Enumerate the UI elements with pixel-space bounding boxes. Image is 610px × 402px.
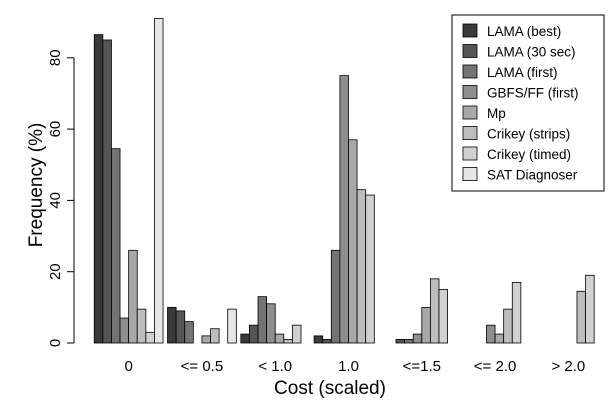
bar	[154, 18, 164, 344]
bar	[404, 339, 414, 344]
x-tick-label: > 2.0	[551, 358, 585, 375]
x-tick-label: <= 2.0	[474, 358, 517, 375]
bar	[283, 339, 293, 344]
bar	[184, 321, 194, 344]
y-tick-label: 80	[47, 49, 64, 66]
bars	[93, 18, 595, 344]
x-tick-label: < 1.0	[258, 358, 292, 375]
bar	[313, 335, 324, 344]
bar	[511, 281, 522, 344]
bar	[274, 333, 285, 344]
legend-label: LAMA (30 sec)	[487, 45, 576, 60]
legend-label: Mp	[487, 106, 506, 121]
bar	[412, 333, 423, 344]
legend-label: Crikey (timed)	[487, 147, 571, 162]
x-tick-label: 1.0	[338, 358, 359, 375]
y-tick-label: 60	[47, 121, 64, 138]
bar	[210, 328, 220, 344]
legend-swatch	[462, 23, 478, 38]
bar	[322, 339, 332, 344]
bar	[128, 249, 138, 344]
bar	[227, 308, 237, 344]
bar	[240, 333, 250, 344]
bar	[102, 39, 112, 344]
legend-swatch	[462, 85, 478, 99]
legend-label: Crikey (strips)	[487, 127, 570, 142]
bar	[486, 324, 496, 344]
legend-box	[451, 14, 605, 192]
bar	[421, 306, 431, 344]
bar	[438, 289, 448, 344]
bar	[266, 303, 276, 344]
legend-swatch	[462, 44, 478, 58]
y-tick-label: 20	[47, 263, 64, 280]
legend-swatch	[462, 105, 478, 120]
bar	[365, 194, 375, 344]
legend-label: SAT Diagnoser	[487, 168, 578, 183]
legend-label: GBFS/FF (first)	[487, 86, 579, 101]
legend-label: LAMA (first)	[487, 65, 558, 80]
bar	[330, 249, 341, 344]
bar	[576, 290, 586, 344]
bar	[395, 339, 405, 344]
x-axis: 0 <= 0.5 < 1.0 1.0 <=1.5 <= 2.0 > 2.0	[124, 358, 585, 375]
y-tick-label: 0	[47, 339, 64, 347]
bar	[249, 324, 259, 344]
bar	[494, 333, 505, 344]
y-axis: 0 20 40 60 80	[47, 49, 75, 347]
bar	[136, 308, 147, 344]
legend: LAMA (best) LAMA (30 sec) LAMA (first) GBFS…	[451, 14, 605, 192]
bar	[585, 274, 595, 344]
legend-swatch	[462, 167, 478, 181]
x-axis-label: Cost (scaled)	[274, 378, 386, 399]
legend-label: LAMA (best)	[487, 24, 561, 39]
bar	[119, 317, 130, 344]
x-tick-label: 0	[124, 358, 132, 375]
legend-swatch	[462, 64, 478, 79]
bar	[292, 324, 302, 344]
bar	[145, 331, 155, 344]
bar	[339, 75, 349, 344]
x-tick-label: <=1.5	[403, 358, 441, 375]
bar	[201, 335, 211, 344]
legend-swatch	[462, 126, 478, 140]
legend-swatch	[462, 146, 478, 161]
bar	[257, 296, 268, 344]
y-axis-label: Frequency (%)	[26, 123, 47, 248]
bar	[93, 34, 104, 344]
bar	[356, 189, 367, 344]
bar	[167, 306, 177, 344]
x-tick-label: <= 0.5	[181, 358, 224, 375]
bar	[348, 139, 358, 344]
bar	[429, 278, 440, 344]
bar	[111, 148, 121, 344]
bar	[503, 308, 513, 344]
bar	[175, 310, 186, 344]
y-tick-label: 40	[47, 192, 64, 209]
